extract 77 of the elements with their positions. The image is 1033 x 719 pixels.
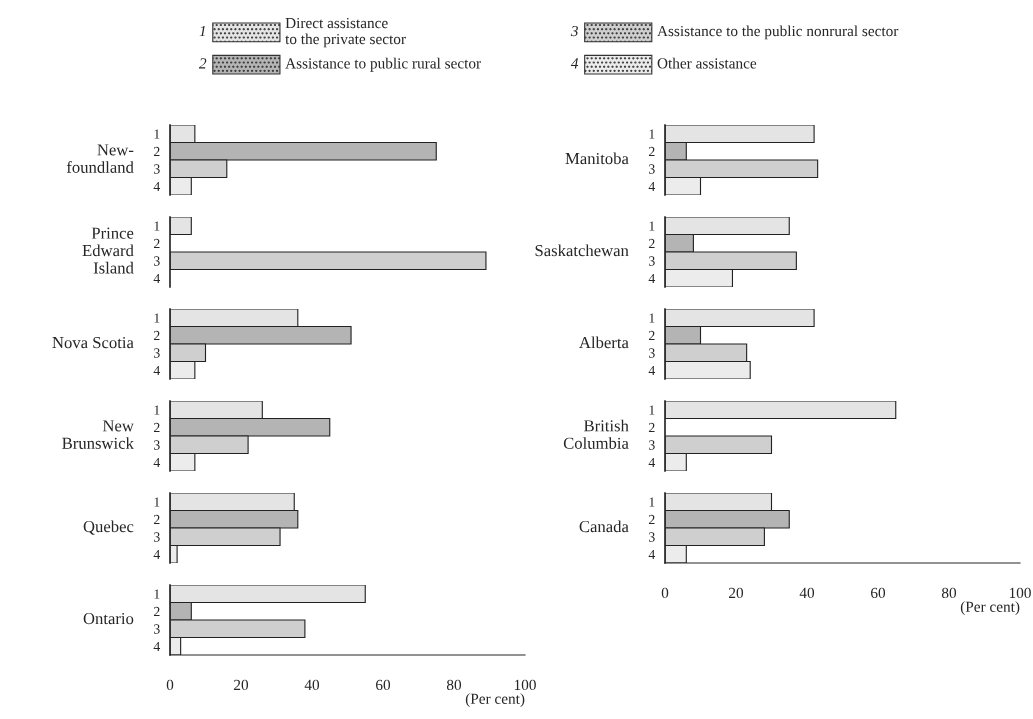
y-tick-label: 3 [649, 348, 655, 358]
y-tick-label: 3 [649, 164, 655, 174]
x-tick-label: 40 [799, 587, 815, 599]
text: 3 [570, 25, 578, 37]
x-tick-label: 20 [234, 679, 249, 691]
y-tick-label: 2 [153, 146, 160, 157]
y-axis-title: Quebec [83, 520, 134, 535]
y-tick-label: 3 [649, 440, 655, 450]
y-tick-label: 2 [648, 146, 655, 157]
x-tick-label: 100 [514, 679, 536, 691]
y-tick-label: 1 [154, 129, 160, 139]
y-tick-label: 2 [648, 422, 655, 433]
x-axis-title: (Per cent) [465, 693, 525, 708]
y-tick-label: 3 [154, 440, 160, 450]
y-tick-label: 4 [153, 549, 161, 560]
y-tick-label: 1 [649, 313, 655, 323]
y-tick-label: 1 [154, 313, 160, 323]
y-tick-label: 3 [154, 164, 160, 174]
y-tick-label: 2 [648, 330, 655, 341]
y-tick-label: 1 [154, 589, 160, 599]
text: 4 [570, 58, 579, 69]
y-tick-label: 3 [154, 348, 160, 358]
y-axis-title: Nova Scotia [52, 336, 134, 349]
y-tick-label: 4 [153, 641, 161, 652]
y-axis-title: Prince Edward Island [82, 227, 134, 274]
y-tick-label: 1 [649, 221, 655, 231]
text: Other assistance [657, 57, 757, 69]
y-tick-label: 2 [648, 514, 655, 525]
y-axis-title: Canada [579, 520, 629, 533]
y-tick-label: 3 [649, 532, 655, 542]
x-tick-label: 60 [376, 679, 391, 691]
y-tick-label: 4 [153, 457, 161, 468]
text: 1 [199, 25, 205, 37]
text: Assistance to public rural sector [285, 57, 481, 72]
y-tick-label: 3 [154, 532, 160, 542]
text: Direct assistance to the private sector [285, 17, 406, 48]
x-tick-label: 80 [941, 587, 957, 599]
y-tick-label: 2 [153, 514, 160, 525]
x-tick-label: 40 [304, 679, 320, 691]
text: 2 [198, 58, 207, 69]
y-tick-label: 1 [649, 405, 655, 415]
x-tick-label: 60 [871, 587, 886, 599]
y-tick-label: 4 [648, 365, 656, 376]
y-tick-label: 1 [154, 405, 160, 415]
y-tick-label: 2 [153, 606, 160, 617]
y-tick-label: 2 [153, 422, 160, 433]
y-tick-label: 1 [154, 221, 160, 231]
y-axis-title: New Brunswick [62, 420, 134, 449]
y-tick-label: 1 [649, 129, 655, 139]
y-axis-title: Alberta [579, 336, 629, 349]
x-tick-label: 0 [166, 679, 174, 691]
x-tick-label: 20 [729, 587, 744, 599]
x-tick-label: 0 [661, 587, 669, 599]
y-tick-label: 3 [649, 256, 655, 266]
y-tick-label: 4 [648, 457, 656, 468]
y-axis-title: Ontario [83, 612, 134, 625]
y-tick-label: 4 [648, 549, 656, 560]
y-tick-label: 1 [649, 497, 655, 507]
y-tick-label: 4 [153, 181, 161, 192]
y-tick-label: 4 [648, 181, 656, 192]
y-axis-title: New- foundland [66, 144, 134, 173]
y-tick-label: 2 [153, 330, 160, 341]
y-tick-label: 4 [153, 365, 161, 376]
y-tick-label: 3 [154, 624, 160, 634]
x-axis-title: (Per cent) [960, 601, 1020, 616]
x-tick-label: 100 [1009, 587, 1031, 599]
y-tick-label: 2 [648, 238, 655, 249]
y-axis-title: Manitoba [565, 152, 629, 165]
y-tick-label: 4 [153, 273, 161, 284]
y-tick-label: 4 [648, 273, 656, 284]
text: Assistance to the public nonrural sector [657, 25, 899, 40]
y-tick-label: 2 [153, 238, 160, 249]
y-tick-label: 3 [154, 256, 160, 266]
y-axis-title: Saskatchewan [535, 244, 629, 257]
y-axis-title: British Columbia [563, 419, 629, 449]
y-tick-label: 1 [154, 497, 160, 507]
x-tick-label: 80 [446, 679, 462, 691]
